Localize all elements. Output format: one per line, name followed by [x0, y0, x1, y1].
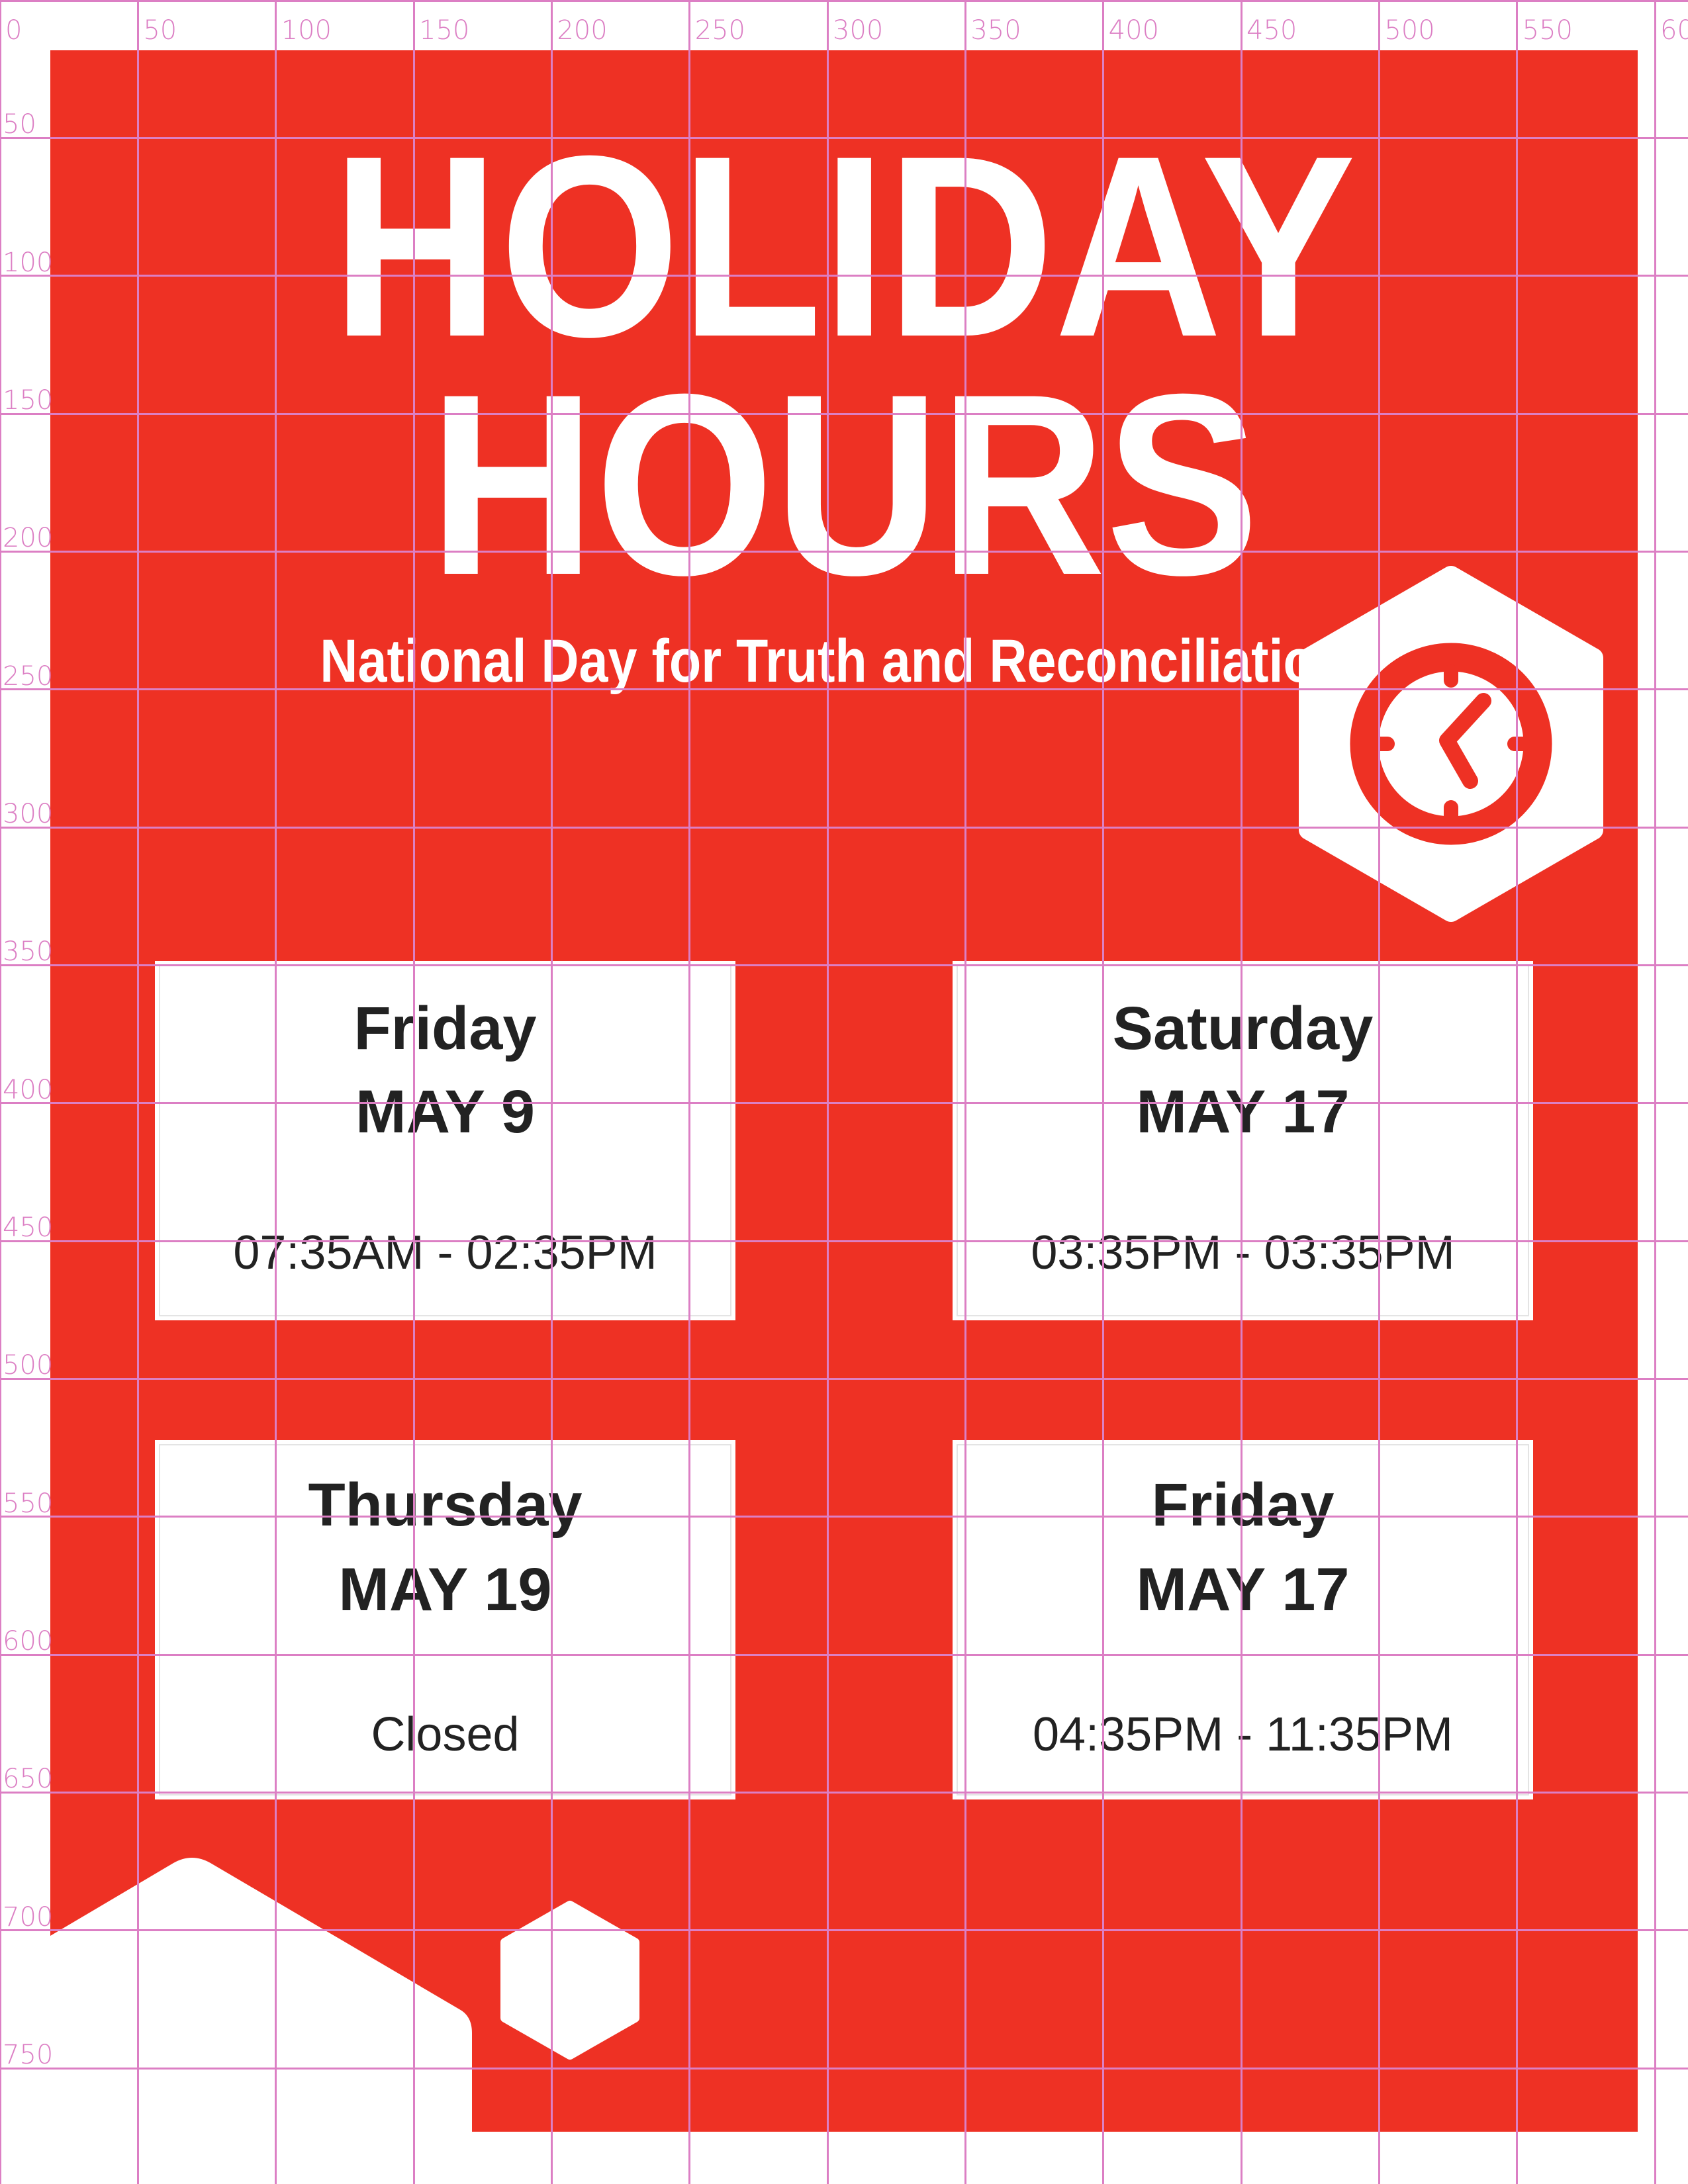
grid-label-y: 300 — [3, 799, 54, 829]
grid-line-horizontal — [0, 550, 1688, 553]
grid-line-vertical — [1654, 0, 1656, 2184]
small-hexagon-shape — [500, 1901, 639, 2060]
grid-label-x: 600 — [1660, 15, 1688, 46]
card-day: Friday — [353, 995, 537, 1062]
grid-label-x: 0 — [5, 15, 23, 46]
subtitle: National Day for Truth and Reconciliatio… — [320, 627, 1347, 695]
grid-line-vertical — [550, 0, 553, 2184]
grid-line-horizontal — [0, 964, 1688, 966]
grid-label-y: 350 — [3, 936, 54, 968]
clock-badge — [1299, 566, 1603, 922]
title-line-1: HOLIDAY — [332, 102, 1356, 390]
grid-label-y: 500 — [3, 1350, 54, 1381]
hours-card: Friday MAY 17 04:35PM - 11:35PM — [953, 1440, 1533, 1799]
grid-line-vertical — [1516, 0, 1519, 2184]
grid-label-y: 750 — [3, 2040, 54, 2070]
grid-label-y: 450 — [3, 1212, 54, 1243]
grid-line-horizontal — [0, 1377, 1688, 1380]
hours-card: Friday MAY 9 07:35AM - 02:35PM — [155, 961, 735, 1320]
card-date: MAY 9 — [355, 1078, 536, 1146]
grid-label-y: 400 — [3, 1074, 54, 1105]
hours-card: Thursday MAY 19 Closed — [155, 1440, 735, 1799]
card-day: Saturday — [1112, 995, 1374, 1062]
card-hours: 07:35AM - 02:35PM — [233, 1226, 657, 1279]
grid-line-vertical — [688, 0, 691, 2184]
grid-line-horizontal — [0, 1791, 1688, 1794]
card-hours: 03:35PM - 03:35PM — [1031, 1226, 1455, 1279]
grid-line-horizontal — [0, 1516, 1688, 1518]
grid-label-x: 100 — [281, 15, 332, 46]
card-day: Thursday — [308, 1471, 583, 1539]
grid-line-horizontal — [0, 275, 1688, 277]
grid-line-horizontal — [0, 1102, 1688, 1105]
grid-line-vertical — [1102, 0, 1105, 2184]
grid-label-x: 350 — [970, 15, 1021, 46]
grid-line-horizontal — [0, 1929, 1688, 1932]
grid-label-x: 500 — [1384, 15, 1435, 46]
grid-label-y: 550 — [3, 1488, 54, 1519]
grid-label-x: 200 — [557, 15, 608, 46]
grid-label-y: 650 — [3, 1764, 54, 1795]
grid-line-horizontal — [0, 1653, 1688, 1656]
card-hours: Closed — [371, 1708, 520, 1761]
grid-line-vertical — [275, 0, 277, 2184]
grid-label-x: 150 — [419, 15, 470, 46]
grid-label-y: 200 — [3, 523, 54, 554]
grid-line-horizontal — [0, 688, 1688, 691]
card-day: Friday — [1151, 1471, 1335, 1539]
grid-label-y: 700 — [3, 1901, 54, 1933]
grid-line-vertical — [412, 0, 415, 2184]
grid-label-y: 150 — [3, 385, 54, 416]
grid-line-horizontal — [0, 826, 1688, 829]
grid-line-horizontal — [0, 412, 1688, 415]
grid-line-vertical — [1378, 0, 1380, 2184]
grid-label-x: 300 — [833, 15, 884, 46]
clock-icon — [1350, 643, 1552, 845]
grid-label-y: 250 — [3, 660, 54, 692]
grid-label-x: 250 — [694, 15, 746, 46]
grid-label-x: 450 — [1246, 15, 1297, 46]
grid-line-horizontal — [0, 2067, 1688, 2070]
grid-label-x: 400 — [1108, 15, 1160, 46]
grid-line-vertical — [136, 0, 139, 2184]
grid-line-vertical — [826, 0, 829, 2184]
card-date: MAY 17 — [1136, 1556, 1350, 1623]
grid-line-vertical — [1240, 0, 1243, 2184]
grid-line-vertical — [964, 0, 966, 2184]
grid-line-horizontal — [0, 136, 1688, 139]
grid-label-x: 550 — [1522, 15, 1573, 46]
card-date: MAY 19 — [338, 1556, 552, 1623]
hours-card: Saturday MAY 17 03:35PM - 03:35PM — [953, 961, 1533, 1320]
grid-line-horizontal — [0, 0, 1688, 2]
grid-label-y: 50 — [3, 109, 36, 140]
grid-line-horizontal — [0, 1240, 1688, 1242]
card-hours: 04:35PM - 11:35PM — [1033, 1708, 1453, 1761]
grid-label-y: 100 — [3, 247, 54, 278]
grid-line-vertical — [0, 0, 1, 2184]
card-date: MAY 17 — [1136, 1078, 1350, 1146]
grid-label-x: 50 — [143, 15, 177, 46]
grid-label-y: 600 — [3, 1626, 54, 1657]
title-line-2: HOURS — [429, 340, 1259, 629]
